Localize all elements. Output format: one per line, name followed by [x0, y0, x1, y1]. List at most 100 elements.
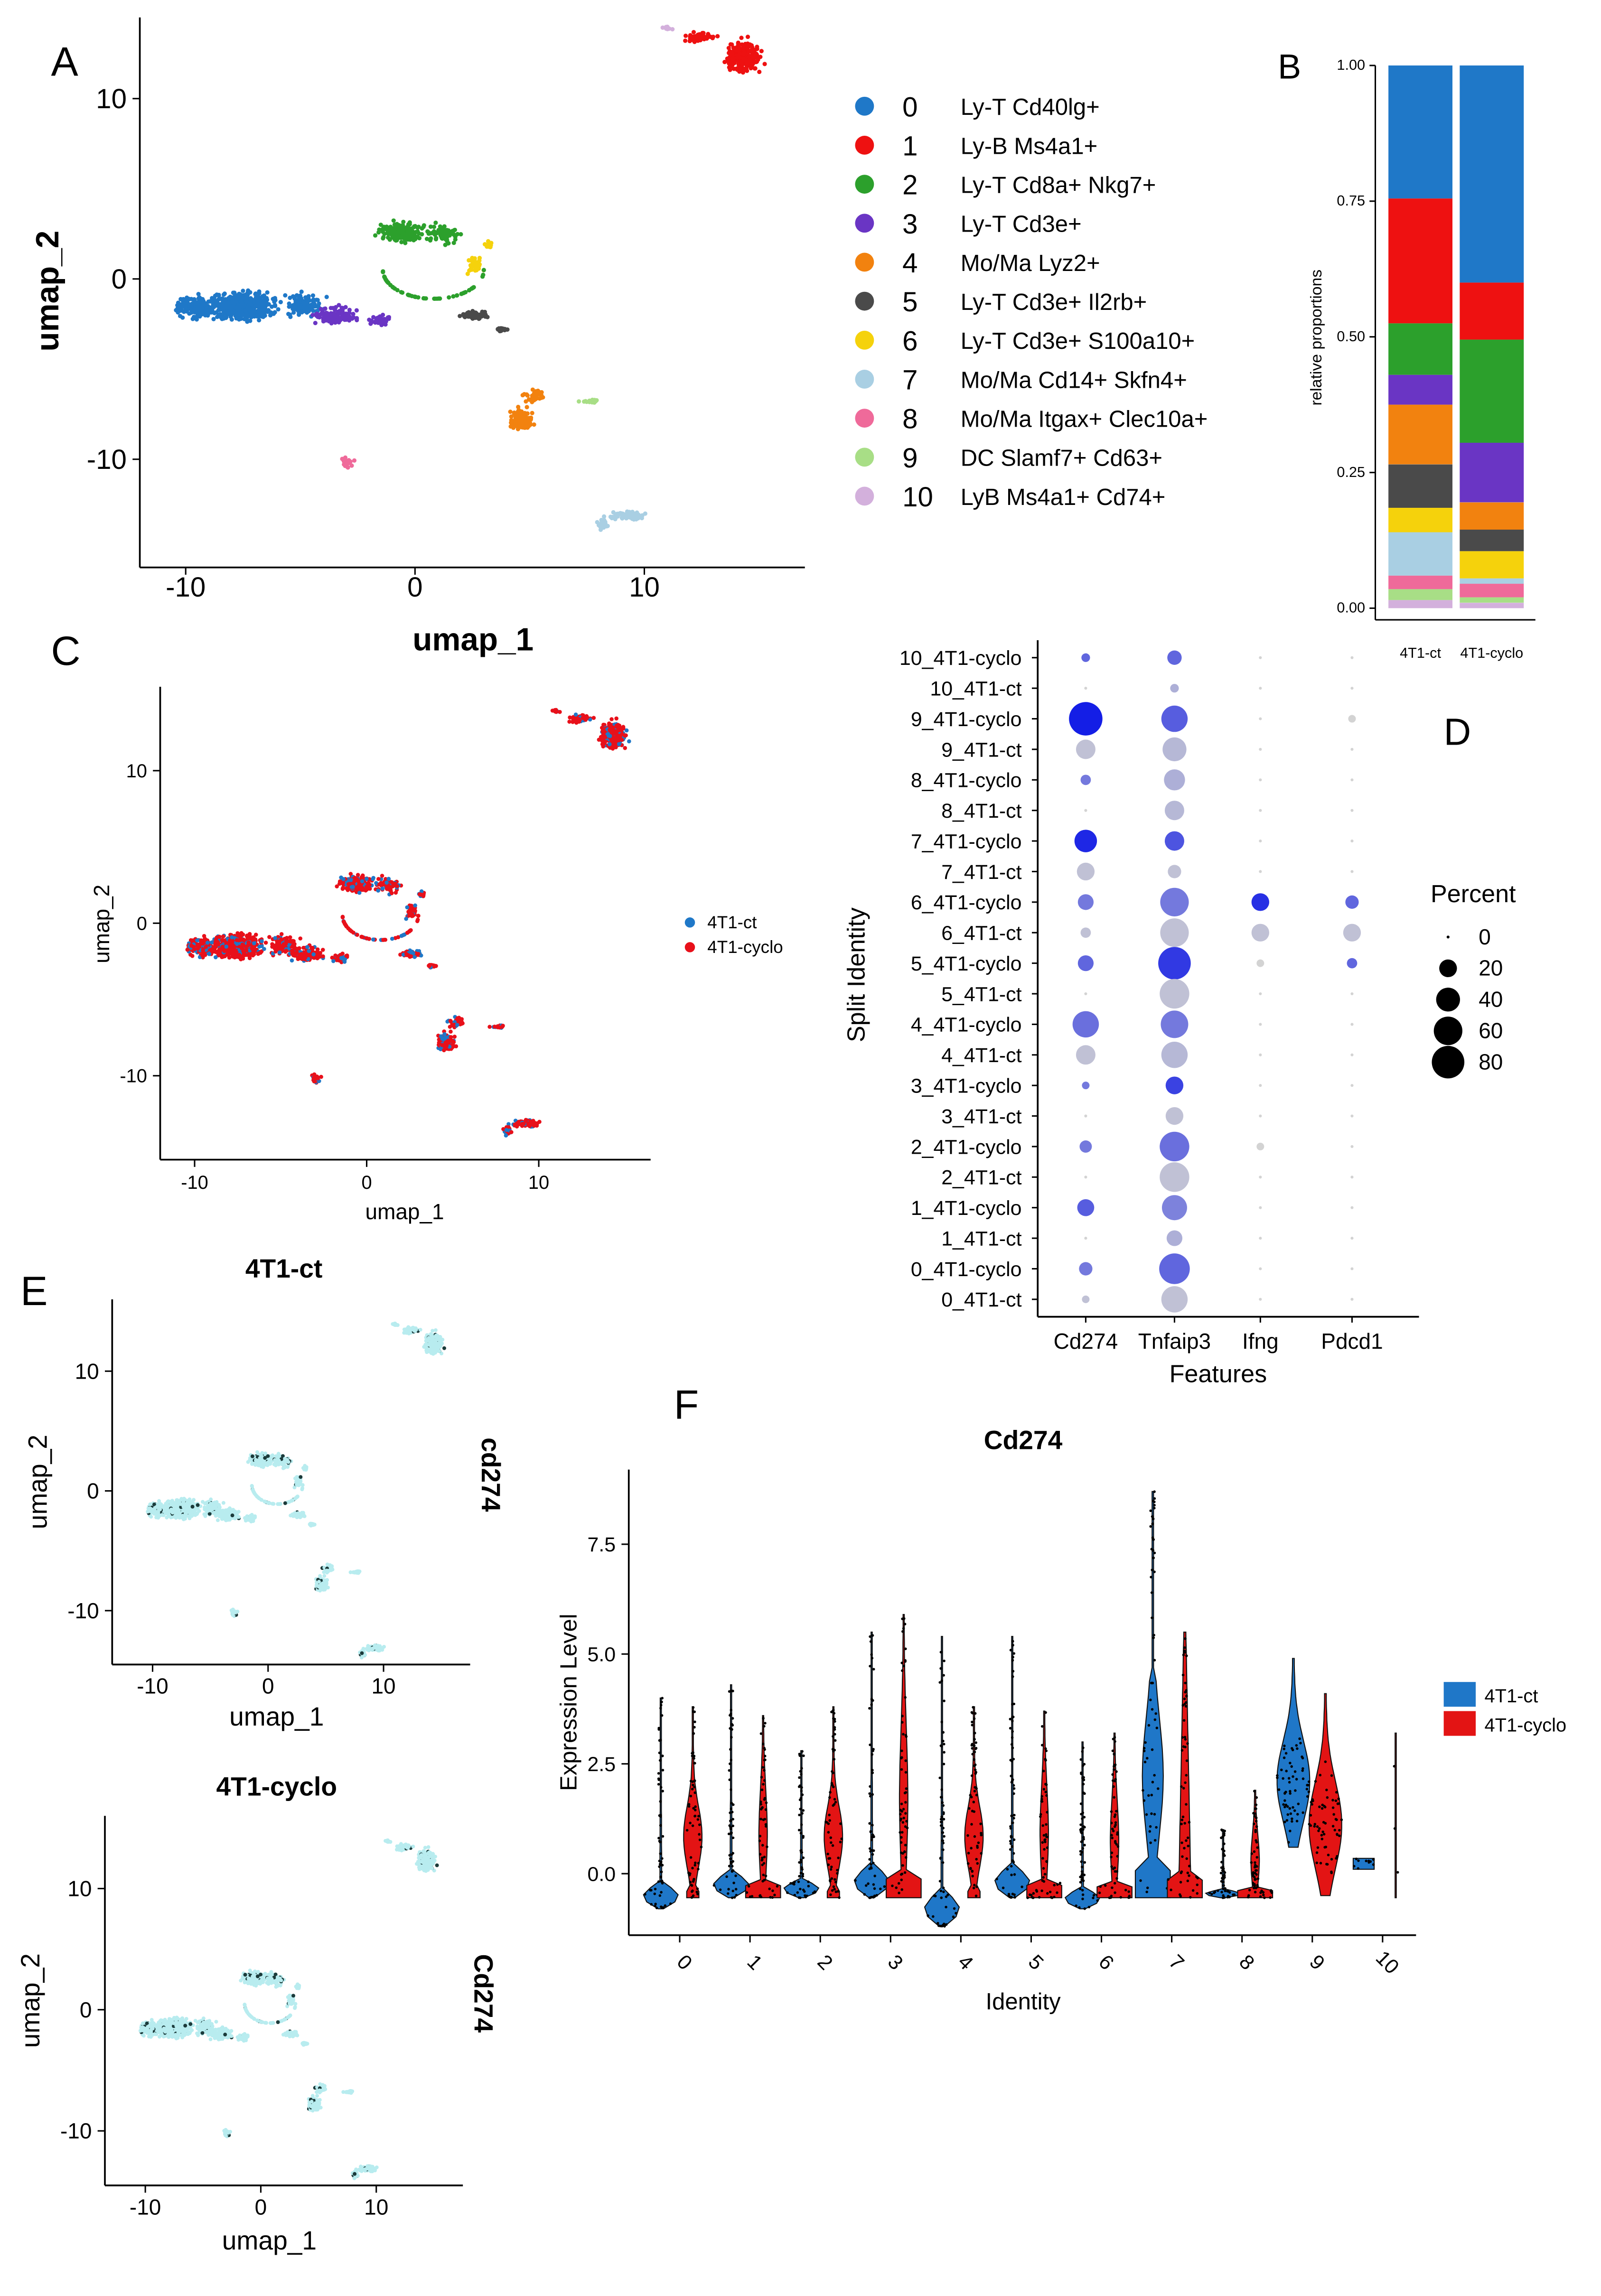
umap-point [340, 306, 346, 310]
umap-point [683, 38, 688, 43]
umap-point [187, 1497, 192, 1502]
umap-point [366, 881, 371, 885]
umap-point [623, 746, 627, 750]
d-row-label: 9_4T1-cyclo [911, 708, 1022, 731]
c-y-tick-label: 0 [137, 913, 147, 934]
umap-point [265, 290, 270, 295]
umap-point [221, 304, 225, 309]
d-dot [1161, 1042, 1188, 1068]
b-y-tick-label: 1.00 [1337, 57, 1365, 73]
umap-point [191, 944, 196, 949]
umap-point [223, 954, 227, 958]
umap-point [174, 308, 178, 313]
umap-point [513, 1122, 517, 1127]
umap-point [442, 232, 447, 237]
d-dot [1259, 1206, 1262, 1209]
umap-point [312, 1077, 317, 1082]
d-dot [1256, 959, 1264, 967]
d-dot [1076, 739, 1095, 759]
d-dot [1259, 809, 1262, 812]
a-legend-swatch [855, 136, 874, 155]
panel-d: D10_4T1-cyclo10_4T1-ct9_4T1-cyclo9_4T1-c… [843, 640, 1516, 1388]
d-row-label: 2_4T1-cyclo [911, 1136, 1022, 1158]
d-row-label: 4_4T1-ct [941, 1044, 1021, 1067]
umap-point [341, 956, 346, 961]
d-dot [1350, 809, 1354, 812]
umap-point [230, 945, 234, 950]
a-legend-item: 10 LyB Ms4a1+ Cd74+ [855, 482, 1165, 513]
umap-point [305, 945, 309, 949]
umap-point [230, 935, 234, 940]
umap-point [424, 236, 430, 242]
umap-point [196, 943, 200, 948]
b-bar-segment [1460, 597, 1524, 603]
umap-point [347, 314, 352, 319]
umap-point [193, 1512, 197, 1517]
umap-point [306, 309, 310, 314]
umap-point [392, 225, 397, 230]
d-feature-label: Pdcd1 [1321, 1329, 1383, 1353]
d-dot [1350, 1176, 1354, 1179]
umap-point [276, 307, 281, 312]
umap-point [277, 950, 282, 955]
umap-point [201, 948, 205, 952]
umap-point [340, 915, 345, 919]
umap-point [517, 419, 522, 424]
d-dot [1350, 870, 1354, 873]
umap-point [262, 947, 266, 951]
d-dot [1350, 1114, 1354, 1118]
d-dot [1259, 870, 1262, 873]
d-dot [1077, 862, 1095, 881]
umap-point [597, 737, 601, 742]
umap-point [247, 302, 252, 307]
b-bar-segment [1460, 551, 1524, 579]
umap-point [404, 952, 409, 956]
umap-point [273, 304, 278, 308]
umap-point [253, 292, 258, 297]
d-legend-label: 80 [1479, 1049, 1503, 1074]
umap-point [305, 301, 310, 306]
d-row-label: 0_4T1-ct [941, 1288, 1021, 1311]
d-legend-label: 20 [1479, 956, 1503, 980]
b-bar-segment [1460, 502, 1524, 530]
umap-point [377, 227, 382, 232]
umap-point [715, 34, 720, 38]
umap-point [240, 301, 244, 306]
c-legend-label: 4T1-cyclo [707, 937, 783, 957]
umap-point [408, 954, 412, 959]
umap-point [660, 25, 665, 30]
umap-point [530, 411, 534, 416]
umap-point [481, 313, 486, 317]
umap-point [270, 304, 274, 309]
umap-point [295, 301, 300, 306]
d-dot [1077, 1199, 1095, 1216]
umap-point [395, 884, 399, 888]
d-legend-label: 40 [1479, 987, 1503, 1012]
a-legend-swatch [855, 252, 874, 272]
umap-point [364, 877, 369, 881]
umap-point [260, 939, 264, 943]
umap-point [187, 297, 191, 302]
umap-point [268, 312, 273, 317]
umap-point [447, 233, 452, 238]
c-x-tick-label: 0 [361, 1172, 372, 1193]
d-dot [1259, 1023, 1262, 1026]
umap-point [391, 218, 396, 223]
umap-point [412, 908, 416, 913]
umap-point [299, 296, 304, 301]
d-row-label: 3_4T1-cyclo [911, 1074, 1022, 1097]
d-dot [1350, 992, 1354, 996]
umap-point [443, 1041, 448, 1046]
umap-point [293, 953, 297, 958]
umap-point [202, 952, 207, 956]
umap-point [386, 280, 391, 285]
umap-point [481, 272, 486, 277]
umap-point [221, 292, 226, 297]
umap-point [393, 286, 397, 291]
umap-point [310, 946, 315, 950]
umap-point [573, 712, 578, 717]
umap-point [336, 309, 340, 314]
c-y-tick-label: -10 [120, 1066, 147, 1087]
umap-point [518, 412, 523, 417]
